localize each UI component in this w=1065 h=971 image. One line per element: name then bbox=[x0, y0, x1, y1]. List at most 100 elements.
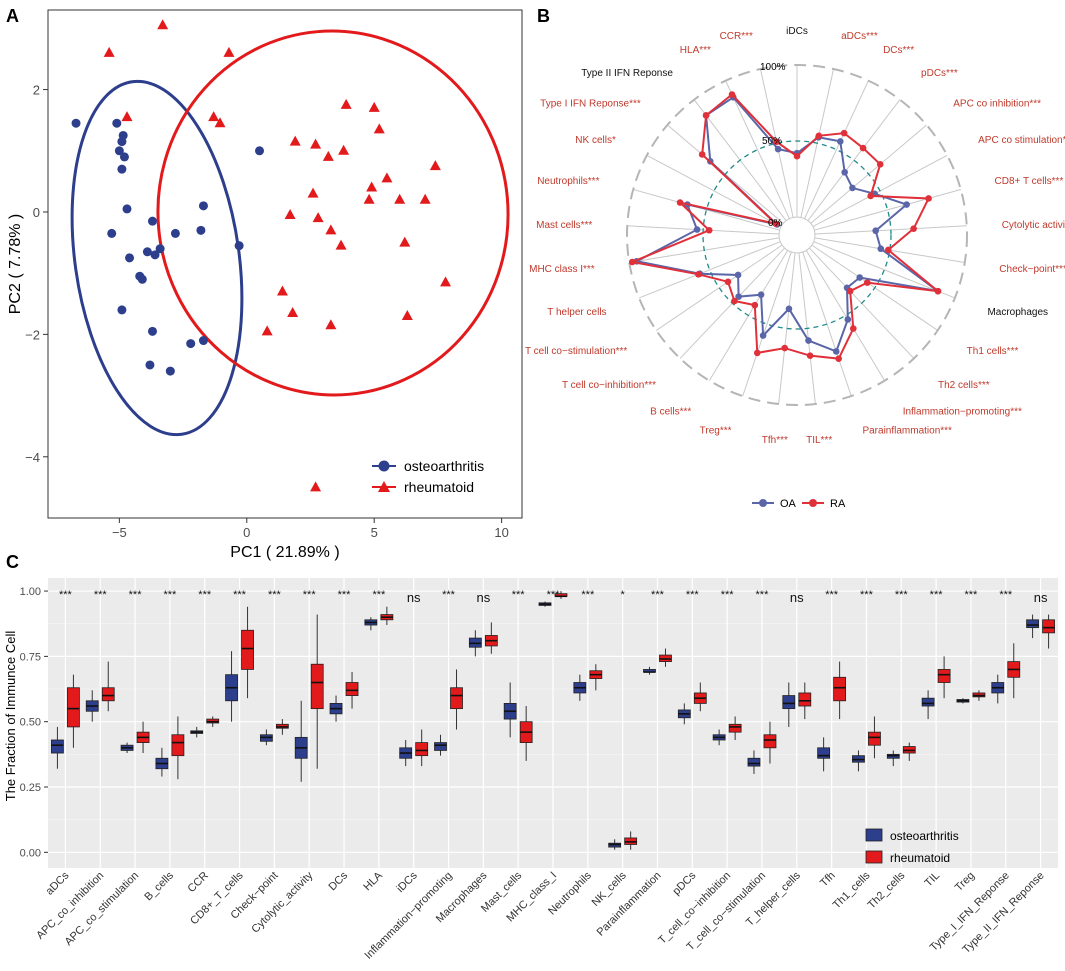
point-rheumatoid bbox=[261, 325, 273, 336]
radar-axis-label: iDCs bbox=[786, 26, 808, 37]
radar-point-ra bbox=[846, 287, 854, 295]
radar-legend-label-oa: OA bbox=[780, 498, 797, 510]
point-rheumatoid bbox=[325, 319, 337, 330]
pca-y-tick-label: −2 bbox=[25, 327, 40, 342]
radar-point-ra bbox=[934, 287, 942, 295]
significance-label: ns bbox=[1034, 590, 1048, 605]
significance-label: *** bbox=[442, 589, 456, 601]
radar-spoke bbox=[725, 80, 790, 219]
radar-point-ra bbox=[698, 151, 706, 158]
point-rheumatoid bbox=[340, 98, 352, 109]
point-osteoarthritis bbox=[119, 152, 129, 162]
boxplot-legend-swatch-ra bbox=[865, 850, 883, 864]
radar-point-ra bbox=[859, 144, 867, 152]
radar-point-ra bbox=[840, 129, 848, 137]
point-rheumatoid bbox=[381, 172, 393, 183]
radar-axis-label: Type I IFN Reponse*** bbox=[540, 98, 641, 109]
point-osteoarthritis bbox=[117, 137, 127, 147]
radar-point-oa bbox=[734, 271, 742, 279]
point-osteoarthritis bbox=[112, 118, 122, 128]
point-osteoarthritis bbox=[117, 164, 127, 174]
box-rheumatoid bbox=[310, 663, 324, 710]
boxplot-x-label: iDCs bbox=[394, 869, 420, 895]
radar-point-oa bbox=[836, 138, 844, 145]
box-osteoarthritis bbox=[817, 747, 831, 759]
boxplot-ylabel: The Fraction of Immunce Cell bbox=[3, 631, 18, 802]
radar-axis-label: APC co inhibition*** bbox=[953, 98, 1041, 109]
pca-x-tick-label: 5 bbox=[371, 525, 378, 540]
radar-point-ra bbox=[793, 152, 801, 160]
boxplot-legend-swatch-oa bbox=[865, 828, 883, 842]
box-rheumatoid bbox=[67, 687, 80, 728]
pca-y-tick-label: 0 bbox=[33, 205, 40, 220]
point-osteoarthritis bbox=[155, 244, 165, 254]
radar-ring-0 bbox=[778, 216, 816, 254]
radar-point-oa bbox=[774, 145, 782, 153]
radar-axis-label: Check−point*** bbox=[999, 264, 1065, 275]
significance-label: *** bbox=[999, 589, 1013, 601]
significance-label: *** bbox=[372, 589, 386, 601]
box-rheumatoid bbox=[171, 734, 185, 757]
legend-marker-oa bbox=[378, 460, 390, 472]
radar-ring-label-0: 0% bbox=[768, 218, 783, 229]
radar-point-ra bbox=[863, 279, 871, 286]
radar-point-oa bbox=[832, 348, 840, 355]
pca-ylabel: PC2 ( 7.78% ) bbox=[7, 214, 24, 314]
radar-point-ra bbox=[702, 112, 710, 119]
radar-point-oa bbox=[841, 168, 848, 176]
significance-label: ns bbox=[407, 590, 421, 605]
radar-point-oa bbox=[903, 201, 910, 208]
boxplot-x-label: Treg bbox=[953, 870, 977, 894]
radar-point-oa bbox=[849, 184, 856, 192]
boxplot-grid bbox=[48, 578, 1058, 868]
radar-axis-label: CD8+ T cells*** bbox=[995, 176, 1064, 187]
radar-point-ra bbox=[876, 161, 884, 168]
point-osteoarthritis bbox=[147, 326, 157, 336]
ellipse-rheumatoid bbox=[156, 29, 510, 397]
box-rheumatoid bbox=[763, 734, 777, 749]
radar-axis-label: Cytolytic activity*** bbox=[1002, 220, 1065, 231]
radar-axis-label: APC co stimulation*** bbox=[978, 135, 1065, 146]
radar-point-ra bbox=[772, 220, 780, 228]
legend-label-ra: rheumatoid bbox=[404, 479, 474, 495]
point-rheumatoid bbox=[310, 138, 322, 149]
radar-spoke bbox=[742, 251, 792, 397]
point-rheumatoid bbox=[208, 111, 220, 122]
radar-axis-label: HLA*** bbox=[680, 45, 711, 56]
point-rheumatoid bbox=[335, 239, 347, 250]
point-rheumatoid bbox=[368, 101, 380, 112]
radar-ring-label-100: 100% bbox=[760, 62, 786, 73]
radar-spoke bbox=[633, 189, 780, 231]
significance-label: *** bbox=[512, 589, 526, 601]
radar-point-ra bbox=[835, 355, 842, 362]
radar-spoke bbox=[805, 250, 886, 381]
point-rheumatoid bbox=[284, 209, 296, 220]
pca-x-tick-label: 10 bbox=[494, 525, 508, 540]
radar-point-oa bbox=[759, 332, 767, 339]
pca-plot-area bbox=[47, 9, 523, 519]
significance-label: *** bbox=[651, 589, 665, 601]
point-rheumatoid bbox=[322, 150, 334, 161]
point-osteoarthritis bbox=[125, 253, 135, 263]
boxplot-x-label: CCR bbox=[186, 870, 211, 895]
radar-ring-100 bbox=[626, 64, 968, 406]
radar-axis-label: MHC class I*** bbox=[529, 264, 595, 275]
radar-point-ra bbox=[781, 344, 789, 352]
point-osteoarthritis bbox=[142, 247, 152, 257]
significance-label: *** bbox=[94, 589, 108, 601]
radar-series bbox=[628, 91, 942, 362]
panel-label-b: B bbox=[537, 6, 550, 26]
pca-y-tick-label: 2 bbox=[33, 83, 40, 98]
point-rheumatoid bbox=[287, 306, 299, 317]
radar-point-ra bbox=[815, 132, 823, 140]
boxplot-x-label: Tfh bbox=[818, 870, 838, 890]
box-rheumatoid bbox=[833, 676, 847, 702]
radar-axis-label: Parainflammation*** bbox=[862, 425, 952, 436]
radar-point-ra bbox=[867, 192, 874, 200]
radar-point-oa bbox=[693, 226, 701, 233]
point-osteoarthritis bbox=[165, 366, 175, 376]
radar-point-ra bbox=[925, 195, 932, 202]
box-osteoarthritis bbox=[1026, 619, 1039, 629]
box-rheumatoid bbox=[450, 687, 463, 710]
